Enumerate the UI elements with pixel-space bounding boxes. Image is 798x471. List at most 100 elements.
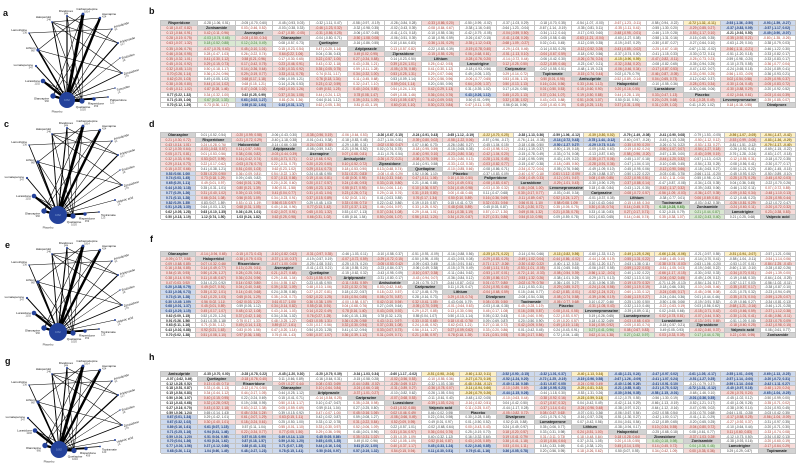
svg-text:1102: 1102 (25, 197, 31, 201)
svg-text:960: 960 (37, 449, 42, 453)
svg-text:1102: 1102 (26, 431, 32, 435)
svg-text:347: 347 (20, 178, 25, 182)
svg-text:Endoxifen: Endoxifen (121, 284, 135, 292)
svg-text:Ziprasidone: Ziprasidone (123, 420, 139, 428)
svg-text:459: 459 (85, 219, 90, 223)
svg-text:123: 123 (101, 216, 106, 220)
svg-text:123: 123 (102, 450, 107, 454)
svg-text:Asenapine: Asenapine (102, 244, 117, 248)
svg-text:Carbamazepine: Carbamazepine (76, 359, 98, 363)
svg-text:1662: 1662 (64, 98, 70, 102)
svg-text:867: 867 (31, 401, 36, 405)
svg-text:Lamotrigine: Lamotrigine (11, 140, 27, 144)
svg-text:Lurasidone: Lurasidone (16, 194, 31, 198)
svg-text:Amisulpride: Amisulpride (113, 21, 129, 29)
svg-text:Valproic acid: Valproic acid (116, 195, 134, 204)
svg-text:Aripiprazole: Aripiprazole (119, 268, 136, 276)
svg-text:1814: 1814 (84, 122, 90, 126)
svg-text:Lumateperone: Lumateperone (5, 295, 25, 299)
svg-text:Tamoxifen: Tamoxifen (116, 84, 131, 92)
svg-text:Lurasidone: Lurasidone (17, 429, 32, 433)
svg-text:Lumateperone: Lumateperone (6, 415, 26, 419)
svg-text:Lamotrigine: Lamotrigine (11, 260, 27, 264)
svg-text:1102: 1102 (34, 82, 40, 86)
svg-text:1814: 1814 (84, 10, 90, 14)
svg-text:Amisulpride: Amisulpride (113, 253, 129, 261)
svg-text:1814: 1814 (84, 362, 90, 366)
svg-text:136: 136 (23, 263, 28, 267)
svg-text:Asenapine: Asenapine (102, 124, 117, 128)
svg-text:Quetiapine: Quetiapine (67, 220, 82, 224)
svg-text:1016: 1016 (71, 223, 77, 227)
svg-text:Carbamazepine: Carbamazepine (76, 239, 98, 243)
svg-text:123: 123 (101, 333, 106, 337)
svg-text:424: 424 (102, 127, 107, 131)
svg-text:Aripiprazole: Aripiprazole (119, 148, 136, 156)
svg-text:944: 944 (64, 364, 69, 368)
svg-text:Haloperidol: Haloperidol (36, 15, 52, 19)
svg-text:1016: 1016 (80, 108, 86, 112)
svg-text:246: 246 (47, 130, 52, 134)
svg-text:867: 867 (31, 281, 36, 285)
svg-text:Risperidone: Risperidone (79, 334, 95, 338)
svg-text:Olanzapine: Olanzapine (25, 212, 41, 216)
svg-text:Carbamazepine: Carbamazepine (76, 119, 98, 123)
svg-text:Lumateperone: Lumateperone (14, 63, 34, 67)
svg-text:Aripiprazole: Aripiprazole (119, 36, 136, 44)
svg-text:13: 13 (117, 90, 121, 95)
svg-text:Haloperidol: Haloperidol (36, 367, 52, 371)
svg-text:Olanzapine: Olanzapine (26, 446, 42, 450)
svg-text:Valproic acid: Valproic acid (116, 435, 134, 444)
svg-text:Endoxifen: Endoxifen (121, 404, 135, 412)
svg-text:517: 517 (120, 153, 126, 158)
svg-text:Placebo: Placebo (44, 460, 55, 464)
svg-text:13: 13 (117, 442, 121, 447)
svg-text:123: 123 (110, 101, 115, 105)
svg-text:178: 178 (124, 185, 130, 190)
svg-text:Lithium: Lithium (26, 278, 36, 282)
svg-text:Lithium: Lithium (26, 46, 36, 50)
svg-text:13: 13 (117, 322, 121, 327)
svg-text:Topiramate: Topiramate (101, 213, 116, 217)
svg-text:30: 30 (122, 410, 126, 415)
svg-text:246: 246 (47, 18, 52, 22)
svg-text:867: 867 (31, 161, 36, 165)
svg-text:Quetiapine: Quetiapine (76, 105, 91, 109)
svg-text:Haloperidol: Haloperidol (36, 247, 52, 251)
svg-text:Lithium: Lithium (26, 398, 36, 402)
svg-text:Placebo: Placebo (52, 110, 63, 114)
svg-text:Ziprasidone: Ziprasidone (123, 68, 139, 76)
svg-text:Risperidone: Risperidone (79, 217, 95, 221)
svg-text:Paliperidone: Paliperidone (110, 98, 127, 102)
svg-text:424: 424 (102, 367, 107, 371)
svg-text:95: 95 (114, 379, 118, 384)
svg-text:Valproic acid: Valproic acid (116, 315, 134, 324)
svg-text:459: 459 (85, 336, 90, 340)
svg-text:424: 424 (102, 247, 107, 251)
svg-text:1814: 1814 (84, 242, 90, 246)
svg-text:30: 30 (122, 290, 126, 295)
svg-text:Ziprasidone: Ziprasidone (123, 300, 139, 308)
svg-text:Lumateperone: Lumateperone (5, 175, 25, 179)
svg-text:Risperidone: Risperidone (80, 451, 96, 455)
svg-text:178: 178 (124, 73, 130, 78)
svg-text:246: 246 (47, 370, 52, 374)
svg-text:95: 95 (114, 139, 118, 144)
svg-text:Placebo: Placebo (43, 226, 54, 230)
svg-text:Lurasidone: Lurasidone (16, 311, 31, 315)
svg-text:Lamotrigine: Lamotrigine (11, 28, 27, 32)
svg-text:Divalproex: Divalproex (59, 121, 74, 125)
svg-text:517: 517 (120, 393, 126, 398)
svg-text:178: 178 (124, 425, 130, 430)
svg-text:960: 960 (45, 99, 50, 103)
svg-text:30: 30 (122, 58, 126, 63)
svg-text:1662: 1662 (55, 213, 61, 217)
svg-text:424: 424 (102, 15, 107, 19)
svg-text:1662: 1662 (56, 448, 62, 452)
svg-text:Aripiprazole: Aripiprazole (119, 388, 136, 396)
svg-text:246: 246 (47, 250, 52, 254)
svg-text:Topiramate: Topiramate (102, 448, 117, 452)
svg-text:867: 867 (31, 49, 36, 53)
svg-text:Lithium: Lithium (26, 158, 36, 162)
svg-text:517: 517 (120, 41, 126, 46)
